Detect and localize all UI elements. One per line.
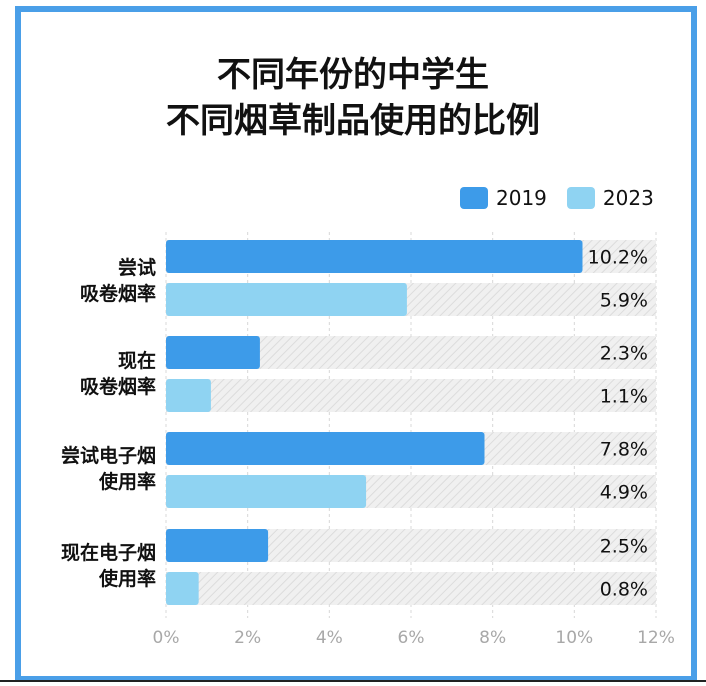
category-label-3: 现在电子烟 使用率 — [20, 540, 156, 592]
category-label-3-line-2: 使用率 — [98, 568, 156, 590]
bar-track — [166, 379, 656, 412]
data-label: 5.9% — [600, 290, 648, 312]
bar-2019-3 — [166, 529, 269, 562]
legend-item-2019: 2019 — [460, 186, 547, 210]
bar-2023-2 — [166, 475, 367, 508]
bar-2023-3 — [166, 572, 199, 605]
data-label: 10.2% — [588, 247, 648, 269]
x-tick-label: 10% — [555, 628, 593, 648]
category-label-1-line-1: 现在 — [117, 350, 156, 372]
category-label-2-line-2: 使用率 — [98, 471, 156, 493]
bar-track — [166, 572, 656, 605]
category-label-3-line-1: 现在电子烟 — [60, 542, 156, 564]
data-label: 7.8% — [600, 439, 648, 461]
data-label: 2.3% — [600, 343, 648, 365]
category-label-2: 尝试电子烟 使用率 — [20, 443, 156, 495]
category-label-0: 尝试 吸卷烟率 — [20, 255, 156, 307]
legend-swatch-2023 — [566, 187, 595, 209]
category-label-1: 现在 吸卷烟率 — [20, 348, 156, 400]
chart-legend: 2019 2023 — [460, 186, 674, 210]
category-label-2-line-1: 尝试电子烟 — [60, 445, 156, 467]
category-label-0-line-1: 尝试 — [117, 257, 156, 279]
x-tick-label: 12% — [637, 628, 675, 648]
legend-label-2023: 2023 — [602, 186, 654, 210]
x-tick-label: 0% — [153, 628, 180, 648]
bar-2023-1 — [166, 379, 211, 412]
legend-label-2019: 2019 — [496, 186, 547, 210]
category-label-1-line-2: 吸卷烟率 — [79, 376, 156, 398]
x-tick-label: 6% — [398, 628, 425, 648]
bar-2019-0 — [166, 240, 583, 273]
x-tick-label: 4% — [316, 628, 343, 648]
category-label-0-line-2: 吸卷烟率 — [79, 283, 156, 305]
bar-2019-1 — [166, 336, 260, 369]
bar-2019-2 — [166, 432, 485, 465]
bar-2023-0 — [166, 283, 407, 316]
data-label: 0.8% — [600, 579, 648, 601]
data-label: 4.9% — [600, 482, 648, 504]
data-label: 2.5% — [600, 536, 648, 558]
divider — [0, 680, 706, 682]
legend-swatch-2019 — [460, 187, 488, 209]
x-tick-label: 8% — [479, 628, 506, 648]
legend-item-2023: 2023 — [566, 186, 654, 210]
data-label: 1.1% — [600, 386, 648, 408]
chart-title-line-1: 不同年份的中学生 — [217, 55, 489, 95]
x-tick-label: 2% — [234, 628, 261, 648]
chart-title-line-2: 不同烟草制品使用的比例 — [166, 101, 540, 141]
